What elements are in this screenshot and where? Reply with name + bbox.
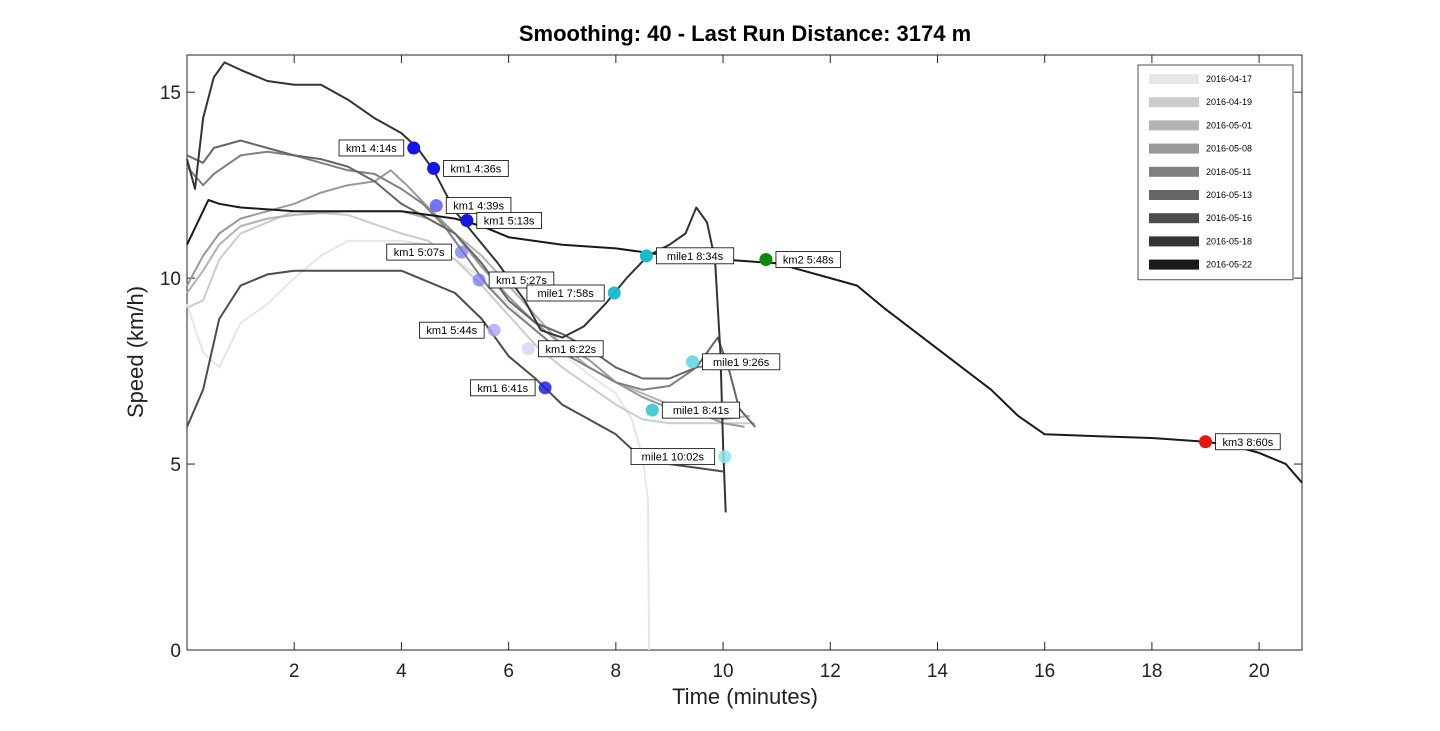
annotation-marker	[1199, 435, 1213, 449]
y-tick-label: 5	[170, 455, 181, 476]
annotation-marker	[407, 141, 421, 155]
x-tick-label: 14	[927, 661, 949, 682]
annotation-box	[526, 284, 605, 302]
legend-entry: 2016-05-13	[1206, 190, 1252, 200]
annotation-marker	[472, 273, 486, 287]
x-tick-label: 2	[289, 661, 300, 682]
chart-title: Smoothing: 40 - Last Run Distance: 3174 …	[519, 21, 971, 46]
annotation-marker	[521, 342, 535, 356]
annotation-box	[702, 353, 781, 371]
annotation-label: mile1 8:41s	[673, 405, 730, 417]
legend-entry: 2016-05-16	[1206, 213, 1252, 223]
annotation-box	[419, 321, 485, 339]
annotation-label: km1 4:36s	[451, 163, 502, 175]
annotation-label: km1 5:44s	[426, 325, 477, 337]
legend-entry: 2016-05-08	[1206, 144, 1252, 154]
annotation-box	[443, 160, 509, 177]
annotation-label: km1 5:27s	[496, 275, 547, 287]
x-axis-label: Time (minutes)	[672, 684, 818, 709]
legend-entry: 2016-05-22	[1206, 260, 1252, 270]
legend-swatch	[1149, 259, 1199, 270]
annotation-marker	[639, 249, 653, 263]
x-tick-label: 4	[396, 661, 407, 682]
y-tick-label: 15	[160, 83, 181, 104]
x-tick-label: 12	[820, 661, 841, 682]
series-line-2016-05-01	[186, 210, 751, 421]
legend-entry: 2016-04-17	[1206, 74, 1252, 84]
legend: 2016-04-17 2016-04-19 2016-05-01 2016-05-08…	[1137, 64, 1294, 281]
annotation-marker	[645, 403, 659, 417]
legend-entry: 2016-04-19	[1206, 97, 1252, 107]
legend-swatch	[1149, 190, 1199, 200]
legend-entry: 2016-05-18	[1206, 236, 1252, 246]
legend-swatch	[1149, 143, 1199, 154]
legend-swatch	[1149, 236, 1199, 247]
annotation-marker	[460, 213, 474, 227]
legend-entry: 2016-05-11	[1206, 167, 1251, 177]
annotation-marker	[454, 245, 468, 259]
annotation-marker	[429, 199, 443, 213]
x-tick-label: 8	[611, 661, 622, 682]
annotation-label: km1 5:07s	[394, 247, 445, 259]
annotation-box	[386, 243, 452, 261]
annotation-label: mile1 9:26s	[713, 357, 770, 369]
annotation-box	[469, 379, 536, 397]
annotation-label: km1 4:14s	[346, 143, 397, 155]
axis-ticks: 2 4 6 8 10 12 14 16 18 20 0 5 10 15	[160, 55, 1302, 682]
annotation-marker	[427, 161, 441, 175]
series-line-2016-04-19	[186, 210, 756, 425]
annotations: km1 4:14s km1 4:36s km1 4:39s km1 5:13s km1 …	[338, 139, 1281, 466]
annotation-label: km1 6:41s	[477, 383, 528, 395]
annotation-marker	[718, 450, 732, 464]
annotation-label: km3 8:60s	[1222, 437, 1273, 449]
x-tick-label: 18	[1141, 661, 1162, 682]
annotation-label: mile1 7:58s	[537, 288, 594, 300]
series-line-2016-05-13	[186, 139, 756, 428]
y-axis-label: Speed (km/h)	[123, 286, 148, 418]
annotation-marker	[607, 286, 621, 300]
annotation-marker	[487, 323, 501, 337]
series-line-2016-05-18	[186, 61, 727, 513]
legend-swatch	[1149, 120, 1199, 131]
legend-swatch	[1149, 213, 1199, 224]
x-tick-label: 20	[1249, 661, 1270, 682]
annotation-label: mile1 8:34s	[667, 251, 724, 263]
x-tick-label: 16	[1034, 661, 1055, 682]
annotation-box	[476, 212, 542, 229]
annotation-label: km2 5:48s	[783, 255, 834, 267]
legend-swatch	[1149, 74, 1199, 84]
y-tick-label: 0	[170, 641, 181, 662]
legend-swatch	[1149, 166, 1199, 177]
annotation-label: mile1 10:02s	[642, 452, 705, 464]
annotation-marker	[759, 253, 773, 267]
annotation-label: km1 6:22s	[545, 344, 596, 356]
legend-entry: 2016-05-01	[1206, 120, 1252, 130]
series-line-2016-05-08	[186, 169, 745, 428]
annotation-label: km1 4:39s	[453, 201, 504, 213]
x-tick-label: 10	[712, 661, 733, 682]
legend-swatch	[1149, 97, 1199, 108]
annotation-box	[630, 448, 716, 466]
annotation-box	[538, 340, 604, 358]
annotation-label: km1 5:13s	[484, 215, 535, 227]
y-tick-label: 10	[160, 269, 181, 290]
annotation-marker	[538, 381, 552, 395]
annotation-box	[338, 139, 405, 157]
annotation-box	[775, 251, 842, 268]
annotation-box	[661, 401, 740, 419]
annotation-box	[656, 247, 735, 265]
annotation-box	[1215, 433, 1281, 451]
x-tick-label: 6	[503, 661, 514, 682]
annotation-marker	[686, 355, 700, 369]
annotation-box	[488, 271, 555, 289]
series-line-2016-05-11	[186, 150, 724, 391]
